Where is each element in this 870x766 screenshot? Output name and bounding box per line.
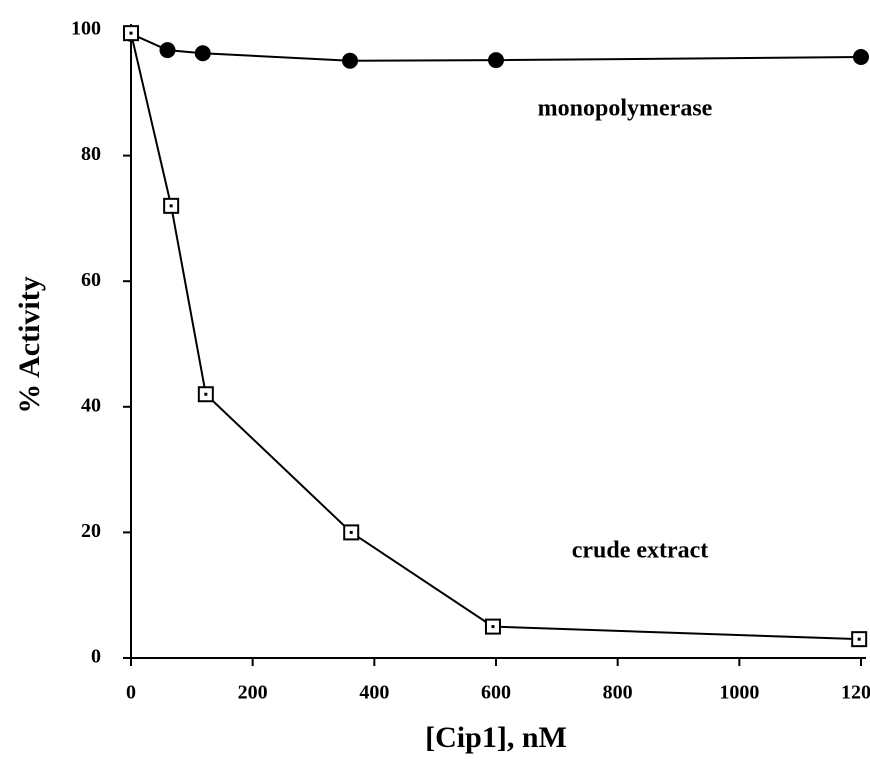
x-tick-label: 400 [359,682,389,704]
y-tick-label: 80 [81,143,101,165]
series-line [130,32,860,641]
x-tick-label: 200 [238,682,268,704]
point [342,52,358,69]
point-dot [204,392,208,396]
point-dot [349,530,353,534]
point-dot [129,31,133,35]
y-tick-label: 20 [81,520,101,542]
point-dot [491,625,495,629]
series-label: crude extract [572,538,709,564]
point-dot [169,204,173,208]
x-tick-label: 800 [603,682,633,704]
series-label: monopolymerase [538,96,713,122]
x-tick-label: 1000 [719,682,759,704]
point-dot [857,637,861,641]
point [194,45,211,62]
point [853,49,869,66]
point [159,42,176,59]
y-tick-label: 40 [81,394,101,416]
y-tick-label: 60 [81,269,101,291]
point [488,52,504,69]
y-tick-label: 100 [71,18,101,40]
x-tick-label: 0 [126,682,136,704]
y-axis-label: % Activity [13,276,46,413]
x-tick-label: 600 [481,682,511,704]
x-axis-label: [Cip1], nM [425,721,567,754]
y-tick-label: 0 [91,646,101,668]
